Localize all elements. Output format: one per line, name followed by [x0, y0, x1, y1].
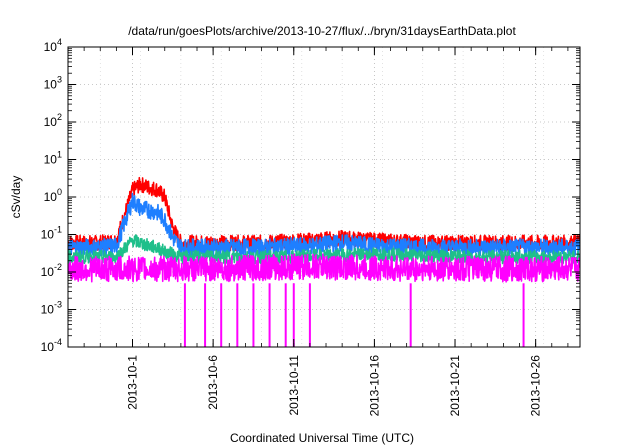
y-tick-label: 10-2 [41, 262, 62, 279]
x-axis-label: Coordinated Universal Time (UTC) [230, 431, 414, 445]
axes: 10-4 10-3 10-2 10-1 100 101 102 103 104 2013-10-1… [41, 37, 580, 416]
y-tick-label: 100 [44, 187, 62, 204]
y-tick-label: 102 [44, 112, 62, 129]
plot-area [68, 176, 580, 347]
y-tick-label: 10-4 [41, 337, 62, 354]
y-axis-label: cSv/day [9, 176, 23, 219]
x-tick-label: 2013-10-6 [206, 355, 220, 410]
y-tick-label: 103 [44, 75, 62, 92]
y-tick-label: 101 [44, 150, 62, 167]
x-tick-label: 2013-10-11 [287, 355, 301, 416]
series-magenta-line [68, 253, 580, 283]
series-blue-line [68, 192, 580, 257]
y-tick-label: 10-1 [41, 225, 62, 242]
x-tick-label: 2013-10-16 [367, 355, 381, 417]
x-tick-label: 2013-10-26 [529, 355, 543, 417]
x-tick-label: 2013-10-1 [126, 355, 140, 410]
chart-title: /data/run/goesPlots/archive/2013-10-27/f… [128, 24, 516, 38]
x-tick-label: 2013-10-21 [448, 355, 462, 417]
y-tick-label: 10-3 [41, 300, 62, 317]
y-tick-label: 104 [44, 37, 62, 54]
